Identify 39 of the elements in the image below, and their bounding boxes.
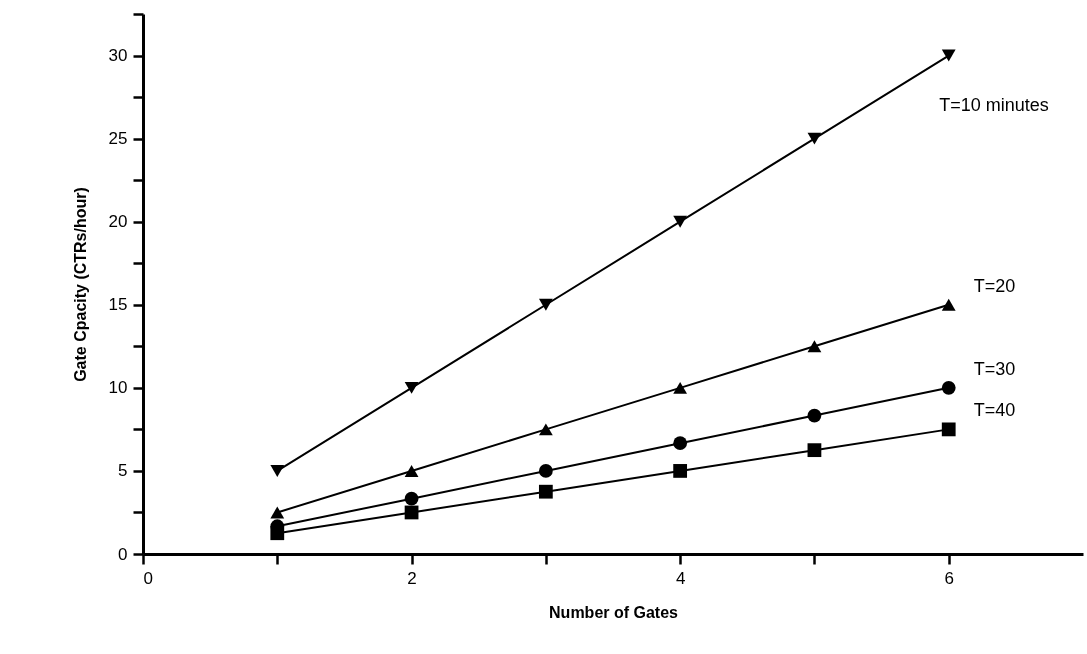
y-tick-label: 10 [108, 378, 128, 398]
y-tick-label: 0 [118, 544, 128, 564]
x-tick-label: 2 [407, 568, 417, 588]
point [270, 506, 285, 519]
y-tick-label: 20 [108, 212, 128, 232]
y-tick-label: 30 [108, 46, 128, 66]
point [538, 298, 553, 311]
point [538, 423, 553, 436]
x-axis-title: Number of Gates [549, 603, 679, 621]
point [404, 491, 419, 506]
series-label: T=30 [973, 358, 1016, 379]
point [404, 464, 419, 477]
point [270, 464, 285, 477]
y-axis-title: Gate Cpacity (CTRs/hour) [71, 187, 89, 382]
point [673, 464, 688, 478]
y-tick-label: 25 [108, 129, 128, 149]
y-tick-label: 15 [108, 295, 128, 315]
series-label: T=20 [973, 275, 1016, 296]
series-label: T=40 [973, 400, 1016, 421]
point [807, 132, 822, 145]
point [941, 380, 956, 395]
point [941, 298, 956, 311]
x-tick-label: 0 [143, 568, 153, 588]
point [538, 464, 553, 478]
point [807, 408, 822, 423]
x-tick-label: 6 [944, 568, 954, 588]
x-tick-label: 4 [675, 568, 686, 588]
series-label: T=10 minutes [939, 94, 1049, 115]
point [807, 340, 822, 353]
point [538, 484, 553, 499]
y-tick-label: 5 [118, 461, 128, 481]
point [673, 436, 688, 451]
point [941, 49, 956, 62]
point [270, 526, 285, 541]
point [404, 381, 419, 394]
point [807, 443, 822, 458]
point [941, 422, 956, 437]
point [673, 381, 688, 394]
point [673, 215, 688, 228]
